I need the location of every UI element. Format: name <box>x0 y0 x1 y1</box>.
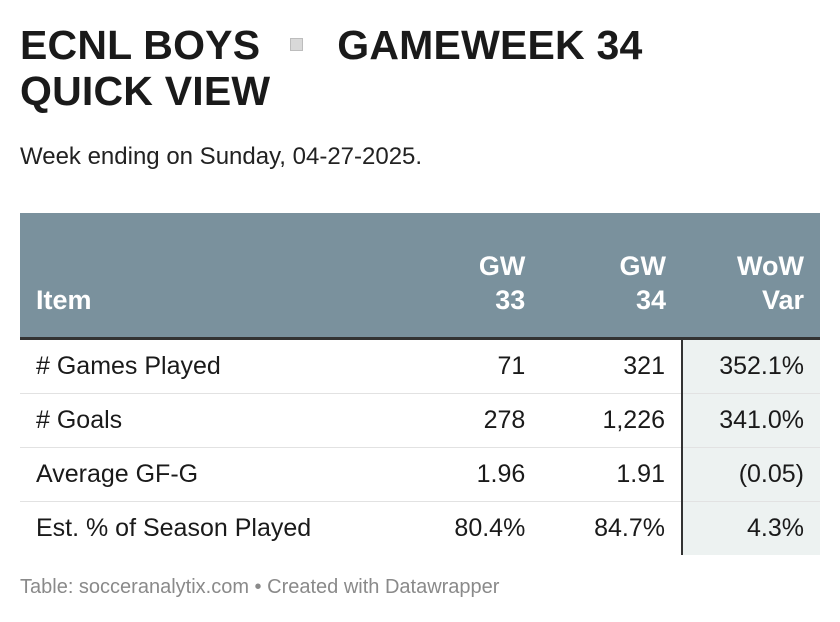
title-line-2: QUICK VIEW <box>20 68 271 114</box>
cell-gw33: 80.4% <box>454 514 526 542</box>
column-header-gw33[interactable]: GW 33 <box>402 213 542 339</box>
column-header-line2: 34 <box>635 285 666 315</box>
cell-gw33: 71 <box>402 338 542 394</box>
data-table: Item GW 33 GW 34 WoW Var # Games Played … <box>20 213 820 555</box>
credit-link[interactable]: Created with Datawrapper <box>267 576 500 598</box>
cell-gw34: 321 <box>541 338 682 394</box>
column-header-line2: Item <box>36 285 92 315</box>
cell-item: Average GF-G <box>20 447 402 502</box>
column-header-line1: WoW <box>737 251 804 281</box>
cell-gw33: 1.96 <box>402 447 542 502</box>
table-row: # Games Played 71 321 352.1% <box>20 338 820 394</box>
cell-gw34: 1.91 <box>541 447 682 502</box>
cell-wow-var: 4.3% <box>681 501 820 555</box>
column-header-wow-var[interactable]: WoW Var <box>682 213 820 339</box>
table-header-row: Item GW 33 GW 34 WoW Var <box>20 213 820 339</box>
cell-item: # Goals <box>20 393 402 448</box>
title-part-2: GAMEWEEK 34 <box>337 22 643 68</box>
footer-separator: • <box>254 576 262 598</box>
table-row: Est. % of Season Played 80.4% 84.7% 4.3% <box>20 501 820 555</box>
chart-subtitle: Week ending on Sunday, 04-27-2025. <box>20 143 423 170</box>
table-row: Average GF-G 1.96 1.91 (0.05) <box>20 447 820 502</box>
column-header-item[interactable]: Item <box>20 213 402 339</box>
title-part-1: ECNL BOYS <box>20 22 261 68</box>
source-link[interactable]: Table: socceranalytix.com <box>20 576 249 598</box>
column-header-gw34[interactable]: GW 34 <box>541 213 682 339</box>
chart-footer: Table: socceranalytix.com • Created with… <box>20 576 499 599</box>
cell-gw34: 84.7% <box>594 514 665 542</box>
cell-wow-var: (0.05) <box>681 447 820 502</box>
column-header-line2: Var <box>761 285 804 315</box>
title-separator-square <box>290 37 304 51</box>
column-header-line1: GW <box>619 251 667 281</box>
column-header-line2: 33 <box>495 285 526 315</box>
cell-item: # Games Played <box>20 338 402 394</box>
table-row: # Goals 278 1,226 341.0% <box>20 393 820 448</box>
chart-title: ECNL BOYS GAMEWEEK 34 QUICK VIEW <box>20 22 820 114</box>
cell-wow-var: 341.0% <box>681 393 820 448</box>
cell-gw34: 1,226 <box>541 393 682 448</box>
cell-wow-var: 352.1% <box>681 338 820 394</box>
column-header-line1: GW <box>478 251 526 281</box>
cell-gw33: 278 <box>402 393 542 448</box>
cell-item: Est. % of Season Played <box>36 514 312 542</box>
